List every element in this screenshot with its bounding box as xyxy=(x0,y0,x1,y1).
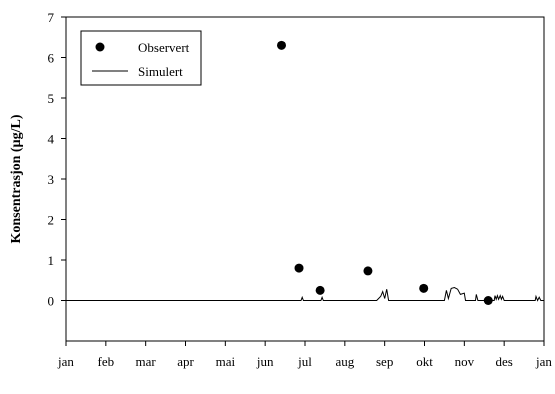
x-tick-label: des xyxy=(495,354,512,369)
x-tick-label: jun xyxy=(256,354,274,369)
y-tick-label: 0 xyxy=(48,294,55,309)
x-tick-label: apr xyxy=(177,354,194,369)
x-tick-label: mai xyxy=(216,354,236,369)
legend-label-observert: Observert xyxy=(138,40,190,55)
legend-label-simulert: Simulert xyxy=(138,64,183,79)
x-tick-label: nov xyxy=(455,354,475,369)
y-axis: 0 1 2 3 4 5 6 7 xyxy=(48,10,66,309)
y-tick-label: 3 xyxy=(48,172,55,187)
x-tick-label: jul xyxy=(297,354,312,369)
x-tick-label: jan xyxy=(57,354,74,369)
x-tick-label: mar xyxy=(136,354,157,369)
series-layer xyxy=(66,40,544,305)
observert-point xyxy=(483,296,493,305)
x-tick-label: feb xyxy=(98,354,115,369)
x-tick-label: sep xyxy=(376,354,393,369)
legend: Observert Simulert xyxy=(80,30,202,86)
observert-point xyxy=(294,263,304,273)
x-axis: jan feb mar apr mai jun jul aug sep okt nov des jan xyxy=(57,341,552,369)
x-tick-label: okt xyxy=(416,354,433,369)
legend-box xyxy=(80,30,202,86)
observert-point xyxy=(363,266,373,276)
legend-marker-observert xyxy=(95,42,105,52)
observert-point xyxy=(276,40,286,50)
x-tick-label: jan xyxy=(535,354,552,369)
x-tick-label: aug xyxy=(335,354,354,369)
y-tick-label: 4 xyxy=(48,132,55,147)
observert-point xyxy=(315,285,325,295)
y-tick-label: 5 xyxy=(48,91,55,106)
y-tick-label: 1 xyxy=(48,253,55,268)
y-tick-label: 7 xyxy=(48,10,55,25)
y-tick-label: 6 xyxy=(48,51,55,66)
y-tick-label: 2 xyxy=(48,213,55,228)
y-axis-title: Konsentrasjon (µg/L) xyxy=(9,114,24,243)
observert-point xyxy=(419,283,429,293)
simulert-line xyxy=(66,286,544,302)
